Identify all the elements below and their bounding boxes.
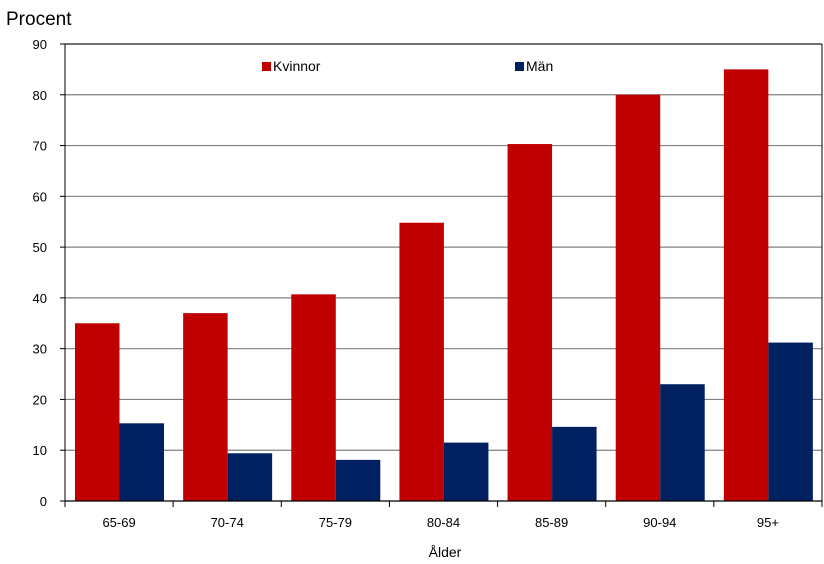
x-tick-label: 90-94 (643, 515, 676, 530)
bar-man (119, 423, 164, 501)
bar-kvinnor (291, 294, 336, 501)
x-axis-title: Ålder (429, 544, 462, 560)
bar-kvinnor (507, 144, 553, 501)
legend-label-man: Män (526, 58, 553, 74)
bar-man (443, 442, 489, 501)
x-tick-label: 95+ (757, 515, 779, 530)
y-tick-label: 0 (40, 494, 47, 509)
x-tick-label: 75-79 (319, 515, 352, 530)
y-tick-label: 10 (33, 443, 47, 458)
x-tick-label: 65-69 (102, 515, 135, 530)
bar-kvinnor (399, 222, 444, 501)
bar-man (768, 342, 813, 501)
y-axis-unit-label: Procent (6, 9, 72, 30)
legend: Kvinnor Män (262, 58, 553, 74)
legend-swatch-man (515, 62, 524, 71)
y-tick-label: 20 (33, 392, 47, 407)
bar-man (335, 459, 381, 501)
bar-kvinnor (723, 69, 769, 501)
axes (64, 43, 823, 502)
y-tick-label: 50 (33, 240, 47, 255)
bar-man (552, 426, 597, 501)
bar-kvinnor (183, 313, 228, 501)
bars (75, 69, 813, 502)
x-axis-ticks: 65-69 70-74 75-79 80-84 85-89 90-94 95+ (64, 501, 823, 530)
x-tick-label: 80-84 (427, 515, 460, 530)
y-tick-label: 30 (33, 342, 47, 357)
x-tick-label: 85-89 (535, 515, 568, 530)
bar-kvinnor (615, 94, 661, 502)
y-tick-label: 70 (33, 139, 47, 154)
y-axis-ticks: 0 10 20 30 40 50 60 70 80 90 (33, 37, 65, 509)
y-tick-label: 80 (33, 88, 47, 103)
y-tick-label: 90 (33, 37, 47, 52)
bar-man (660, 384, 705, 501)
bar-kvinnor (75, 323, 120, 501)
legend-label-kvinnor: Kvinnor (273, 58, 321, 74)
y-tick-label: 60 (33, 189, 47, 204)
x-tick-label: 70-74 (211, 515, 244, 530)
bar-man (227, 453, 273, 501)
legend-swatch-kvinnor (262, 62, 271, 71)
y-tick-label: 40 (33, 291, 47, 306)
